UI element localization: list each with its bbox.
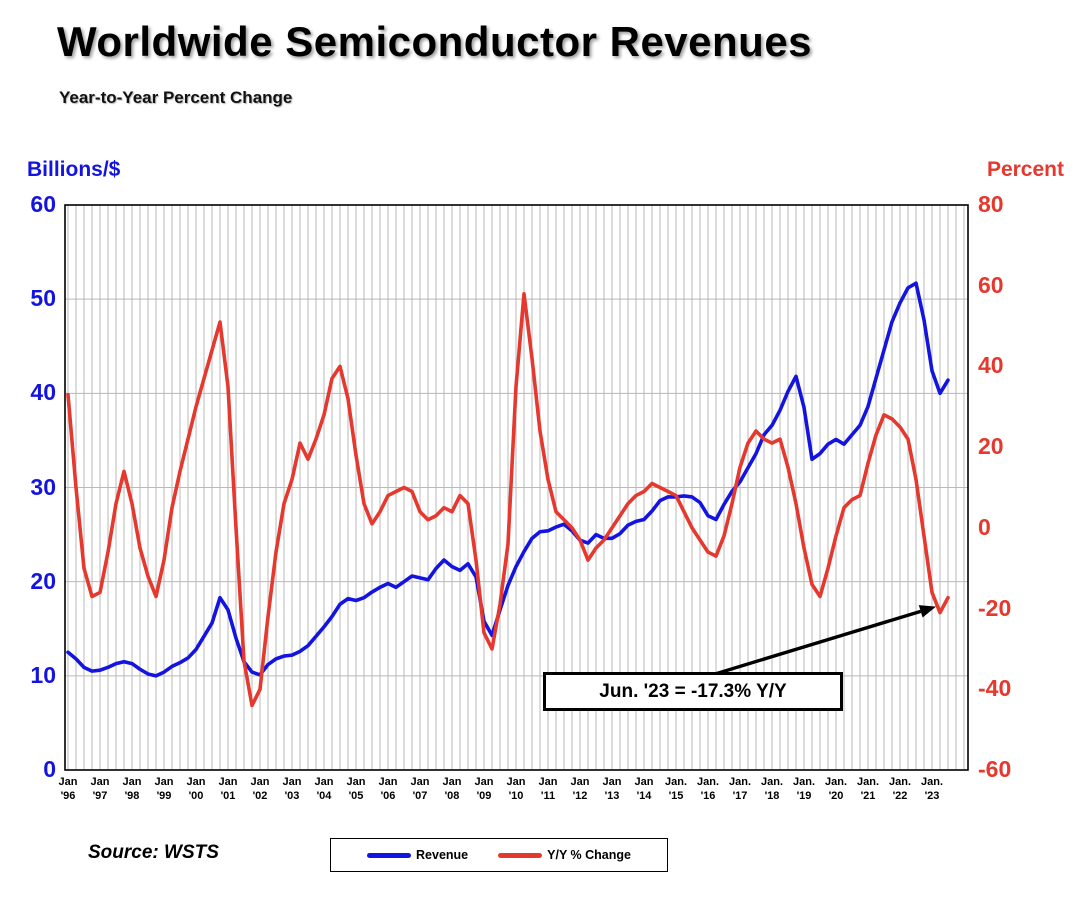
x-axis-tick-label: Jan '03	[282, 776, 302, 802]
right-axis-title: Percent	[986, 158, 1064, 181]
x-axis-tick-label: Jan '08	[442, 776, 462, 802]
x-axis-tick-label: Jan. '21	[856, 776, 879, 802]
x-axis-tick-label: Jan '04	[314, 776, 334, 802]
x-axis-tick-label: Jan '13	[602, 776, 622, 802]
revenue-line-swatch-icon	[367, 852, 412, 858]
legend-item-yoy: Y/Y % Change	[498, 848, 631, 862]
source-credit: Source: WSTS	[88, 842, 219, 863]
x-axis-tick-label: Jan '97	[90, 776, 110, 802]
legend-item-revenue: Revenue	[367, 848, 468, 862]
x-axis-tick-label: Jan '01	[218, 776, 238, 802]
chart-subtitle: Year-to-Year Percent Change	[59, 88, 293, 107]
x-axis-tick-label: Jan. '16	[696, 776, 719, 802]
y-axis-right-tick-label: 20	[978, 433, 1004, 460]
left-axis-title: Billions/$	[27, 158, 121, 181]
x-axis-tick-label: Jan. '17	[728, 776, 751, 802]
x-axis-tick-label: Jan. '23	[920, 776, 943, 802]
legend: Revenue Y/Y % Change	[330, 838, 668, 872]
x-axis-tick-label: Jan. '18	[760, 776, 783, 802]
legend-label-revenue: Revenue	[416, 848, 469, 862]
x-axis-tick-label: Jan '10	[506, 776, 526, 802]
y-axis-right-tick-label: 0	[978, 513, 991, 540]
y-axis-left-tick-label: 20	[30, 567, 56, 594]
y-axis-right-tick-label: 80	[978, 191, 1004, 217]
y-axis-right-tick-label: -40	[978, 675, 1012, 702]
x-axis-tick-label: Jan. '22	[888, 776, 911, 802]
x-axis-tick-label: Jan. '15	[664, 776, 687, 802]
y-axis-left-tick-label: 50	[30, 285, 56, 312]
x-axis-tick-label: Jan '00	[186, 776, 206, 802]
y-axis-right-tick-label: 40	[978, 352, 1004, 379]
x-axis-tick-label: Jan '07	[410, 776, 430, 802]
x-axis-tick-label: Jan '99	[154, 776, 174, 802]
x-axis-tick-label: Jan '05	[346, 776, 366, 802]
legend-label-yoy: Y/Y % Change	[547, 848, 631, 862]
y-axis-left-tick-label: 0	[43, 756, 56, 782]
x-axis-tick-label: Jan '02	[250, 776, 270, 802]
x-axis-tick-label: Jan '06	[378, 776, 398, 802]
yoy-line-swatch-icon	[498, 852, 543, 858]
y-axis-right-tick-label: -60	[978, 756, 1012, 782]
x-axis-tick-label: Jan '98	[122, 776, 142, 802]
x-axis-tick-label: Jan '14	[634, 776, 654, 802]
y-axis-right-tick-label: 60	[978, 271, 1004, 298]
annotation-callout: Jun. '23 = -17.3% Y/Y	[543, 672, 843, 711]
y-axis-right-tick-label: -20	[978, 594, 1012, 621]
chart-title: Worldwide Semiconductor Revenues	[57, 18, 813, 65]
x-axis-tick-label: Jan '12	[570, 776, 590, 802]
y-axis-left-tick-label: 60	[30, 191, 56, 217]
y-axis-left-tick-label: 10	[30, 661, 56, 688]
x-axis-tick-label: Jan '11	[538, 776, 558, 802]
y-axis-left-tick-label: 40	[30, 379, 56, 406]
x-axis-tick-label: Jan. '20	[824, 776, 847, 802]
x-axis-tick-label: Jan '09	[474, 776, 494, 802]
y-axis-left-tick-label: 30	[30, 473, 56, 500]
x-axis-tick-label: Jan '96	[58, 776, 78, 802]
x-axis-tick-label: Jan. '19	[792, 776, 815, 802]
